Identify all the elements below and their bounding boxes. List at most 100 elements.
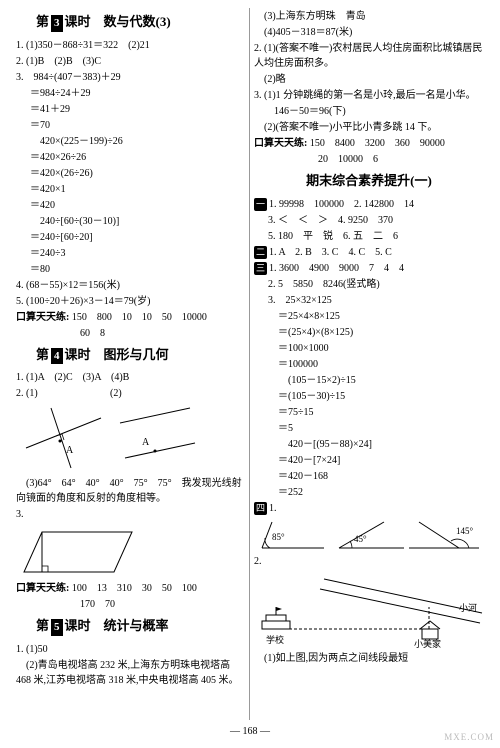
step: (105－15×2)÷15 [254,373,484,388]
title-post: 课时 统计与概率 [65,618,169,633]
text-line: (2)(答案不唯一)小平比小青多跳 14 下。 [254,120,484,135]
mental-values: 20 10000 6 [254,152,484,167]
step: ＝420－[7×24] [254,453,484,468]
text-line: 3. (1)1 分钟跳绳的第一名是小玲,最后一名是小华。 [254,88,484,103]
page-number: — 168 — [0,724,500,739]
text-line: 3. 25×32×125 [254,293,484,308]
step: 420×(225－199)÷26 [16,134,245,149]
step: ＝100×1000 [254,341,484,356]
title-num: 5 [51,619,63,636]
step: ＝75÷15 [254,405,484,420]
text-line: 5. 180 平 锐 6. 五 二 6 [254,229,484,244]
angle-85: 85° [272,532,285,542]
angle-145: 145° [456,526,474,536]
point-a-label: A [142,437,150,448]
title-pre: 第 [36,347,49,362]
right-column: (3)上海东方明珠 青岛 (4)405－318＝87(米) 2. (1)(答案不… [250,8,488,720]
text-line: (4)405－318＝87(米) [254,25,484,40]
step: ＝(105－30)÷15 [254,389,484,404]
text-line: 5. (100÷20＋26)×3－14＝79(岁) [16,294,245,309]
text: 1. 99998 100000 2. 142800 14 [269,199,414,210]
mental-values: 150 8400 3200 360 90000 [310,138,445,149]
mental-row: 口算天天练: 100 13 310 30 50 100 [16,581,245,596]
home-label: 小美家 [414,638,441,649]
fig1-wrap: 2. (1) A [16,386,106,475]
step: ＝25×4×8×125 [254,309,484,324]
mental-row: 口算天天练: 150 8400 3200 360 90000 [254,136,484,151]
point-a-label: A [66,445,74,456]
text: 1. A 2. B 3. C 4. C 5. C [269,247,392,258]
parallel-figure: A [110,403,200,473]
step: ＝420×26÷26 [16,150,245,165]
text-line: 2. [254,554,484,569]
map-figure: 小河 学校 小美家 [254,571,484,649]
text-line: 4. (68－55)×12＝156(米) [16,278,245,293]
step: ＝240÷3 [16,246,245,261]
text: 1. [269,503,277,514]
title-post: 课时 图形与几何 [65,347,169,362]
step: 420－[(95－88)×24] [254,437,484,452]
step: 240÷[60÷(30－10)] [16,214,245,229]
text-line: 1. (1)A (2)C (3)A (4)B [16,370,245,385]
step: ＝70 [16,118,245,133]
step: ＝420×(26÷26) [16,166,245,181]
text-line: (2)青岛电视塔高 232 米,上海东方明珠电视塔高 468 米,江苏电视塔高 … [16,658,245,688]
mental-values: 150 800 10 10 50 10000 [72,312,207,323]
sec4-row: 四1. [254,501,484,516]
angles-figure: 85° 45° 145° [254,518,484,552]
fig2-label: (2) [110,388,122,399]
section-tag: 一 [254,198,267,212]
mental-values: 60 8 [16,326,245,341]
mental-row: 口算天天练: 150 800 10 10 50 10000 [16,310,245,325]
title-num: 3 [51,15,63,32]
text-line: 2. (1)(答案不唯一)农村居民人均住房面积比城镇居民人均住房面积多。 [254,41,484,71]
step: ＝420 [16,198,245,213]
mental-values: 100 13 310 30 50 100 [72,583,197,594]
school-label: 学校 [266,634,284,645]
title-num: 4 [51,348,63,365]
parallelogram-figure [22,524,142,579]
text-line: 2. 5 5850 8246(竖式略) [254,277,484,292]
text-line: 2. (1)B (2)B (3)C [16,54,245,69]
text: 1. 3600 4900 9000 7 4 4 [269,263,404,274]
sec1-row: 一1. 99998 100000 2. 142800 14 [254,197,484,212]
step: ＝80 [16,262,245,277]
sec3-row: 三1. 3600 4900 9000 7 4 4 [254,261,484,276]
fig2-wrap: (2) A [110,386,200,475]
text-line: 1. (1)350－868÷31＝322 (2)21 [16,38,245,53]
section-tag: 三 [254,262,267,276]
text-line: (2)略 [254,72,484,87]
text-line: 3. [16,507,245,522]
step: ＝984÷24＋29 [16,86,245,101]
text-line: 146－50＝96(下) [254,104,484,119]
perpendicular-figure: A [16,403,106,473]
step: ＝420×1 [16,182,245,197]
mental-values: 170 70 [16,597,245,612]
step: ＝5 [254,421,484,436]
step: ＝(25×4)×(8×125) [254,325,484,340]
step: ＝420－168 [254,469,484,484]
text-line: 3. ＜ ＜ ＞ 4. 9250 370 [254,213,484,228]
step: ＝41＋29 [16,102,245,117]
watermark: MXE.COM [444,731,494,745]
text-line: (3)64° 64° 40° 40° 75° 75° 我发现光线射向镜面的角度和… [16,476,245,506]
mental-label: 口算天天练: [254,138,307,149]
title-pre: 第 [36,618,49,633]
page: 第3课时 数与代数(3) 1. (1)350－868÷31＝322 (2)21 … [0,0,500,720]
angle-45: 45° [354,534,367,544]
lesson3-title: 第3课时 数与代数(3) [16,12,245,32]
river-label: 小河 [459,602,477,613]
final-title: 期末综合素养提升(一) [254,171,484,191]
text-line: 1. (1)50 [16,642,245,657]
text-line: (3)上海东方明珠 青岛 [254,9,484,24]
mental-label: 口算天天练: [16,583,69,594]
lesson4-title: 第4课时 图形与几何 [16,345,245,365]
fig1-label: 2. (1) [16,388,38,399]
lesson5-title: 第5课时 统计与概率 [16,616,245,636]
step: ＝100000 [254,357,484,372]
left-column: 第3课时 数与代数(3) 1. (1)350－868÷31＝322 (2)21 … [12,8,250,720]
figure-row: 2. (1) A (2) A [16,386,245,475]
text-line: (1)如上图,因为两点之间线段最短 [254,651,484,666]
sec2-row: 二1. A 2. B 3. C 4. C 5. C [254,245,484,260]
title-pre: 第 [36,14,49,29]
